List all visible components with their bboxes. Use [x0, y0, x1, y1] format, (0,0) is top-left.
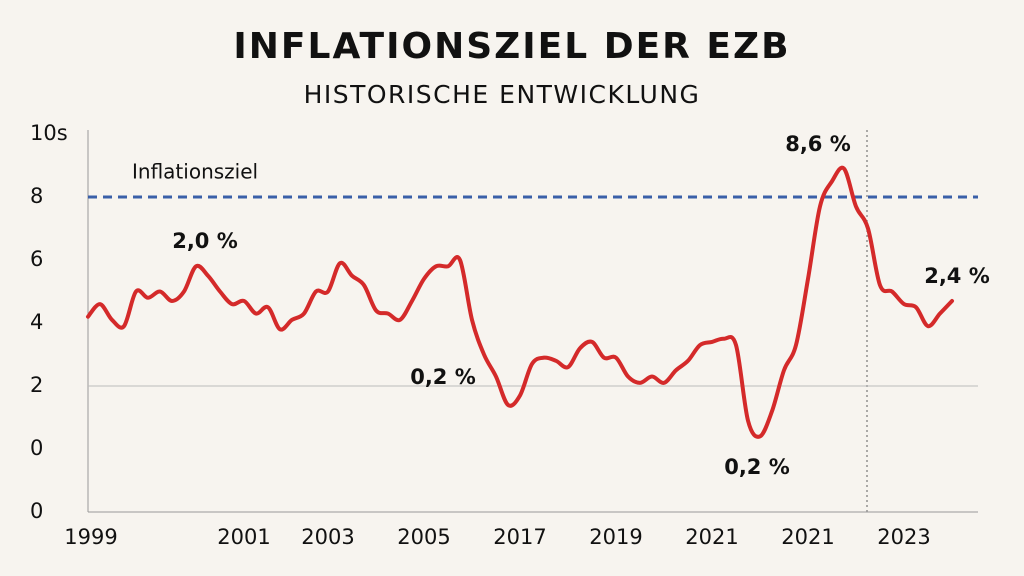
x-tick-label: 2005 [397, 525, 450, 549]
x-tick-label: 2001 [217, 525, 270, 549]
x-tick-label: 2023 [877, 525, 930, 549]
y-tick-label: 0 [30, 499, 43, 523]
x-tick-label: 2021 [781, 525, 834, 549]
y-tick-label: 0 [30, 436, 43, 460]
annotation: 0,2 % [724, 455, 790, 479]
y-tick-label: 4 [30, 310, 43, 334]
y-tick-label: 8 [30, 184, 43, 208]
data-line [86, 165, 954, 439]
y-tick-label: 2 [30, 373, 43, 397]
x-tick-label: 1999 [64, 525, 117, 549]
annotation: 2,0 % [172, 229, 238, 253]
chart-subtitle: HISTORISCHE ENTWICKLUNG [304, 80, 701, 109]
annotation: 8,6 % [785, 132, 851, 156]
annotation: 0,2 % [410, 365, 476, 389]
target-label: Inflationsziel [132, 160, 258, 184]
y-tick-label: 6 [30, 247, 43, 271]
x-tick-label: 2003 [301, 525, 354, 549]
x-tick-label: 2017 [493, 525, 546, 549]
y-tick-label: 10s [30, 121, 68, 145]
x-tick-label: 2021 [685, 525, 738, 549]
x-tick-label: 2019 [589, 525, 642, 549]
annotation: 2,4 % [924, 264, 990, 288]
chart-title: INFLATIONSZIEL DER EZB [233, 26, 790, 67]
